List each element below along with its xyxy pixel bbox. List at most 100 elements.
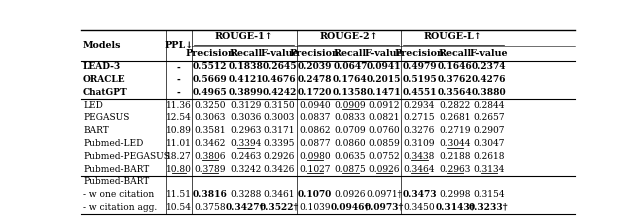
Text: 0.0973†: 0.0973† (364, 203, 404, 212)
Text: 0.3109: 0.3109 (404, 139, 435, 148)
Text: 0.3473: 0.3473 (402, 190, 437, 199)
Text: 0.3154: 0.3154 (473, 190, 504, 199)
Text: 0.3003: 0.3003 (264, 114, 295, 123)
Text: BART: BART (83, 126, 109, 135)
Text: 0.0752: 0.0752 (368, 152, 400, 161)
Text: 0.0760: 0.0760 (368, 126, 400, 135)
Text: 0.3250: 0.3250 (195, 101, 226, 110)
Text: -: - (177, 75, 180, 84)
Text: 0.1070: 0.1070 (298, 190, 332, 199)
Text: 0.0837: 0.0837 (299, 114, 331, 123)
Text: 0.0926: 0.0926 (368, 165, 400, 174)
Text: 0.3899: 0.3899 (228, 88, 263, 97)
Text: 0.4551: 0.4551 (403, 88, 436, 97)
Text: 0.3171: 0.3171 (264, 126, 295, 135)
Text: 0.0940: 0.0940 (299, 101, 331, 110)
Text: 0.0647: 0.0647 (333, 62, 367, 72)
Text: 12.54: 12.54 (166, 114, 191, 123)
Text: 0.4965: 0.4965 (193, 88, 227, 97)
Text: 0.3276: 0.3276 (404, 126, 435, 135)
Text: PPL↓: PPL↓ (164, 41, 193, 49)
Text: 0.2926: 0.2926 (264, 152, 295, 161)
Text: 0.3762: 0.3762 (438, 75, 472, 84)
Text: 0.3143†: 0.3143† (435, 203, 475, 212)
Text: 0.2963: 0.2963 (439, 165, 470, 174)
Text: ROUGE-L↑: ROUGE-L↑ (424, 32, 483, 41)
Text: 0.1838: 0.1838 (228, 62, 263, 72)
Text: 11.01: 11.01 (166, 139, 191, 148)
Text: Models: Models (83, 41, 122, 49)
Text: 0.4276: 0.4276 (472, 75, 506, 84)
Text: 0.2657: 0.2657 (473, 114, 504, 123)
Text: 0.0946†: 0.0946† (331, 203, 370, 212)
Text: ORACLE: ORACLE (83, 75, 125, 84)
Text: 0.3758: 0.3758 (195, 203, 226, 212)
Text: 10.54: 10.54 (166, 203, 192, 212)
Text: 0.4121: 0.4121 (228, 75, 263, 84)
Text: 0.3242: 0.3242 (230, 165, 261, 174)
Text: 0.0926: 0.0926 (335, 190, 366, 199)
Text: 0.3462: 0.3462 (195, 139, 226, 148)
Text: 0.2374: 0.2374 (472, 62, 506, 72)
Text: 0.2478: 0.2478 (298, 75, 332, 84)
Text: 0.3581: 0.3581 (195, 126, 226, 135)
Text: 0.3450: 0.3450 (404, 203, 435, 212)
Text: 0.3044: 0.3044 (439, 139, 471, 148)
Text: 0.2715: 0.2715 (404, 114, 435, 123)
Text: Recall: Recall (229, 49, 262, 58)
Text: 0.0821: 0.0821 (368, 114, 400, 123)
Text: 0.2907: 0.2907 (473, 126, 504, 135)
Text: 0.3789: 0.3789 (195, 165, 226, 174)
Text: 0.4979: 0.4979 (402, 62, 437, 72)
Text: 0.2998: 0.2998 (439, 190, 471, 199)
Text: 0.4242: 0.4242 (262, 88, 296, 97)
Text: 0.0875: 0.0875 (335, 165, 366, 174)
Text: 0.3036: 0.3036 (230, 114, 261, 123)
Text: 0.4676: 0.4676 (262, 75, 297, 84)
Text: 0.3134: 0.3134 (473, 165, 504, 174)
Text: 0.0912: 0.0912 (368, 101, 400, 110)
Text: 0.0971†: 0.0971† (366, 190, 402, 199)
Text: - w one citation: - w one citation (83, 190, 154, 199)
Text: -: - (177, 88, 180, 97)
Text: Pubmed-BART: Pubmed-BART (83, 165, 149, 174)
Text: 0.2618: 0.2618 (473, 152, 504, 161)
Text: - w citation agg.: - w citation agg. (83, 203, 157, 212)
Text: 0.3150: 0.3150 (264, 101, 295, 110)
Text: 0.2015: 0.2015 (367, 75, 401, 84)
Text: 0.3288: 0.3288 (230, 190, 261, 199)
Text: 0.1646: 0.1646 (438, 62, 472, 72)
Text: 0.0980: 0.0980 (299, 152, 331, 161)
Text: 0.0862: 0.0862 (299, 126, 331, 135)
Text: 0.1720: 0.1720 (298, 88, 332, 97)
Text: 0.2719: 0.2719 (439, 126, 471, 135)
Text: F-value: F-value (260, 49, 299, 58)
Text: 0.2039: 0.2039 (298, 62, 332, 72)
Text: 0.2844: 0.2844 (473, 101, 504, 110)
Text: 0.3880: 0.3880 (472, 88, 506, 97)
Text: 0.3522†: 0.3522† (260, 203, 299, 212)
Text: 0.1764: 0.1764 (333, 75, 367, 84)
Text: F-value: F-value (365, 49, 403, 58)
Text: PEGASUS: PEGASUS (83, 114, 129, 123)
Text: 10.89: 10.89 (166, 126, 191, 135)
Text: 0.0833: 0.0833 (335, 114, 366, 123)
Text: Pubmed-LED: Pubmed-LED (83, 139, 143, 148)
Text: 0.2681: 0.2681 (439, 114, 471, 123)
Text: 0.5669: 0.5669 (193, 75, 228, 84)
Text: 0.0859: 0.0859 (368, 139, 400, 148)
Text: 10.80: 10.80 (166, 165, 191, 174)
Text: 0.3233†: 0.3233† (469, 203, 509, 212)
Text: 0.3426: 0.3426 (264, 165, 295, 174)
Text: LEAD-3: LEAD-3 (83, 62, 121, 72)
Text: Recall: Recall (438, 49, 472, 58)
Text: 0.3394: 0.3394 (230, 139, 261, 148)
Text: 0.3047: 0.3047 (473, 139, 504, 148)
Text: 0.3461: 0.3461 (264, 190, 295, 199)
Text: ROUGE-2↑: ROUGE-2↑ (319, 32, 378, 41)
Text: 0.3816: 0.3816 (193, 190, 228, 199)
Text: 0.0941: 0.0941 (367, 62, 401, 72)
Text: 0.3427†: 0.3427† (226, 203, 266, 212)
Text: 0.0709: 0.0709 (335, 126, 366, 135)
Text: Recall: Recall (333, 49, 367, 58)
